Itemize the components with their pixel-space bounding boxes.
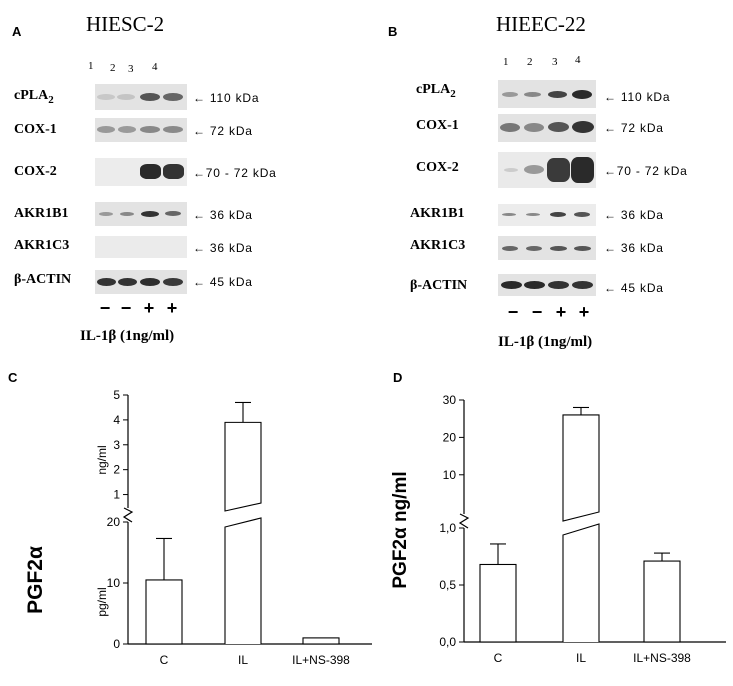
panel-b-mw-cpla2: ← 110 kDa: [604, 90, 671, 104]
panel-b-blot-beta-actin: [498, 274, 596, 296]
panel-a-mw-cpla2: ← 110 kDa: [193, 91, 260, 105]
panel-a-blot-cox1: [95, 118, 187, 142]
panel-b-letter: B: [388, 24, 398, 39]
panel-b-protein-beta-actin: β-ACTIN: [410, 278, 468, 293]
d-bar-1-upper: [562, 414, 600, 522]
panel-a-sign-4: +: [166, 298, 178, 318]
panel-d-axis-break: [458, 513, 470, 529]
panel-a-blot-akr1c3: [95, 236, 187, 258]
panel-a-mw-beta-actin: ← 45 kDa: [193, 275, 253, 289]
panel-c-upper-unit: ng/ml: [95, 445, 109, 474]
panel-b-sign-2: −: [531, 302, 543, 322]
panel-b-cell-line: HIEEC-22: [496, 12, 586, 36]
panel-b-sign-4: +: [578, 302, 590, 322]
panel-a-blot-cox2: [95, 158, 187, 186]
d-bar-1-lower: [562, 523, 600, 642]
panel-a-blot-beta-actin: [95, 270, 187, 294]
panel-a-lane-3: 3: [128, 63, 134, 75]
panel-b-lane-1: 1: [503, 56, 509, 68]
panel-a-sign-3: +: [143, 298, 155, 318]
panel-b-blot-cox1: [498, 114, 596, 142]
c-category-label-0: C: [160, 653, 169, 667]
panel-c-ylabel: PGF2α: [24, 546, 47, 614]
panel-a-protein-cox2: COX-2: [14, 164, 57, 179]
panel-a-lane-4: 4: [152, 61, 158, 73]
panel-a-mw-akr1c3: ← 36 kDa: [193, 241, 253, 255]
c-lower-tick-label-2: 20: [107, 515, 121, 529]
d-bar-2: [643, 560, 681, 643]
panel-b-protein-cox1: COX-1: [416, 118, 459, 133]
panel-b-mw-beta-actin: ← 45 kDa: [604, 281, 664, 295]
c-lower-tick-label-1: 10: [107, 576, 121, 590]
c-upper-tick-label-0: 1: [113, 488, 120, 502]
c-category-label-2: IL+NS-398: [292, 653, 350, 667]
panel-b-blot-akr1b1: [498, 204, 596, 226]
d-lower-tick-label-1: 0,5: [439, 578, 456, 592]
panel-a-cell-line: HIESC-2: [86, 12, 165, 36]
c-bar-1-upper: [224, 421, 262, 512]
c-upper-tick-label-4: 5: [113, 388, 120, 402]
panel-a-mw-akr1b1: ← 36 kDa: [193, 208, 253, 222]
panel-b-sign-1: −: [507, 302, 519, 322]
panel-a-sign-1: −: [99, 298, 111, 318]
panel-b-mw-akr1c3: ← 36 kDa: [604, 241, 664, 255]
panel-d-ylabel: PGF2α ng/ml: [390, 471, 411, 588]
d-bar-0: [479, 563, 517, 643]
panel-b-lane-3: 3: [552, 56, 558, 68]
panel-b-protein-akr1b1: AKR1B1: [410, 206, 465, 221]
panel-a-protein-cox1: COX-1: [14, 122, 57, 137]
panel-a-protein-akr1b1: AKR1B1: [14, 206, 69, 221]
panel-a-blot-akr1b1: [95, 202, 187, 226]
panel-b-blot-akr1c3: [498, 236, 596, 260]
panel-a-protein-cpla2: cPLA2: [14, 88, 54, 106]
d-lower-tick-label-2: 1,0: [439, 521, 456, 535]
panel-b-mw-cox2: ←70 - 72 kDa: [604, 164, 688, 178]
panel-b-mw-akr1b1: ← 36 kDa: [604, 208, 664, 222]
c-category-label-1: IL: [238, 653, 248, 667]
panel-c-letter: C: [8, 370, 18, 385]
panel-a-mw-cox1: ← 72 kDa: [193, 124, 253, 138]
panel-b-protein-cox2: COX-2: [416, 160, 459, 175]
d-upper-tick-label-2: 30: [443, 393, 457, 407]
d-lower-tick-label-0: 0,0: [439, 635, 456, 649]
panel-b-lane-2: 2: [527, 56, 533, 68]
panel-b-blot-cox2: [498, 152, 596, 188]
panel-b-lane-4: 4: [575, 54, 581, 66]
panel-a-lane-1: 1: [88, 60, 94, 72]
panel-b-protein-akr1c3: AKR1C3: [410, 238, 466, 253]
panel-c-lower-unit: pg/ml: [95, 587, 109, 616]
c-upper-tick-label-2: 3: [113, 438, 120, 452]
panel-b-protein-cpla2: cPLA2: [416, 82, 456, 100]
c-upper-tick-label-1: 2: [113, 463, 120, 477]
panel-b-blot-cpla2: [498, 80, 596, 108]
panel-c-axis-break: [122, 507, 134, 523]
d-category-label-1: IL: [576, 651, 586, 665]
panel-a-letter: A: [12, 24, 22, 39]
c-lower-tick-label-0: 0: [113, 637, 120, 651]
d-upper-tick-label-1: 20: [443, 430, 457, 444]
panel-b-mw-cox1: ← 72 kDa: [604, 121, 664, 135]
panel-a-blot-cpla2: [95, 84, 187, 110]
d-upper-tick-label-0: 10: [443, 468, 457, 482]
c-upper-tick-label-3: 4: [113, 413, 120, 427]
panel-d-letter: D: [393, 370, 403, 385]
c-bar-1-lower: [224, 517, 262, 644]
panel-a-mw-cox2: ←70 - 72 kDa: [193, 166, 277, 180]
d-category-label-0: C: [494, 651, 503, 665]
c-bar-2: [302, 637, 340, 645]
panel-c-chart: PGF2α ng/ml pg/ml 1 2 3 4 5 0 10 20 C IL IL+NS-3…: [24, 388, 372, 667]
panel-d-chart: PGF2α ng/ml 10 20 30 0,0 0,5 1,0 C IL IL+NS-39…: [390, 393, 726, 665]
panel-b-treatment-label: IL-1β (1ng/ml): [498, 334, 593, 350]
panel-a-protein-akr1c3: AKR1C3: [14, 238, 70, 253]
panel-a-lane-2: 2: [110, 62, 116, 74]
panel-a-sign-2: −: [120, 298, 132, 318]
panel-b-sign-3: +: [555, 302, 567, 322]
d-category-label-2: IL+NS-398: [633, 651, 691, 665]
panel-a-protein-beta-actin: β-ACTIN: [14, 272, 72, 287]
c-bar-0: [145, 579, 183, 645]
panel-a-treatment-label: IL-1β (1ng/ml): [80, 328, 175, 344]
